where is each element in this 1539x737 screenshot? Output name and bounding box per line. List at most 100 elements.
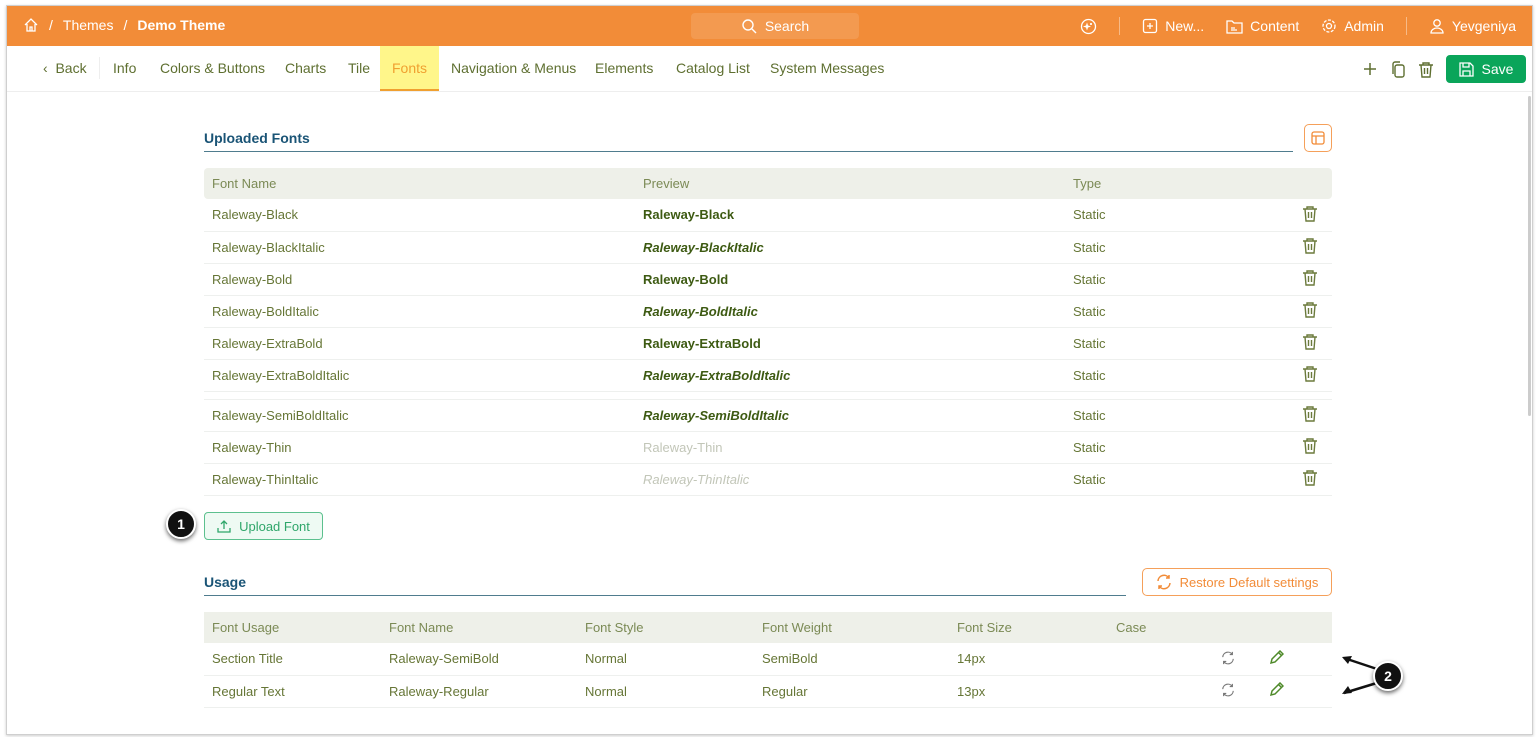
column-header: Type	[1065, 168, 1265, 199]
breadcrumb-themes[interactable]: Themes	[62, 17, 114, 33]
font-preview: Raleway-ExtraBoldItalic	[635, 359, 1065, 392]
font-preview: Raleway-Black	[635, 199, 1065, 232]
delete-font-icon[interactable]	[1302, 406, 1318, 425]
tab-charts[interactable]: Charts	[285, 60, 327, 76]
admin-menu[interactable]: Admin	[1321, 18, 1384, 34]
delete-font-icon[interactable]	[1302, 438, 1318, 457]
font-type: Static	[1065, 431, 1265, 464]
column-header: Font Name	[381, 612, 577, 643]
font-usage: Section Title	[204, 643, 381, 676]
font-name: Raleway-ThinItalic	[204, 463, 635, 496]
user-menu[interactable]: Yevgeniya	[1429, 18, 1516, 34]
tab-catalog-list[interactable]: Catalog List	[676, 60, 750, 76]
theme-tabs: ‹ Back Info Colors & Buttons Charts Tile…	[7, 46, 1532, 92]
font-name: Raleway-ExtraBold	[204, 327, 635, 360]
plus-square-icon	[1143, 18, 1158, 34]
column-header: Case	[1108, 612, 1228, 643]
table-row: Raleway-ThinItalic Raleway-ThinItalic St…	[204, 463, 1332, 496]
scrollbar[interactable]	[1528, 96, 1531, 416]
font-usage: Regular Text	[204, 675, 381, 708]
back-button[interactable]: ‹ Back	[31, 57, 100, 79]
delete-font-icon[interactable]	[1302, 366, 1318, 385]
plus-icon[interactable]	[1363, 62, 1377, 76]
table-row: Raleway-BlackItalic Raleway-BlackItalic …	[204, 231, 1332, 264]
font-name: Raleway-BlackItalic	[204, 231, 635, 264]
edit-pencil-icon[interactable]	[1269, 649, 1285, 668]
layout-toggle-button[interactable]	[1304, 124, 1332, 152]
home-icon[interactable]	[23, 17, 39, 33]
font-type: Static	[1065, 231, 1265, 264]
font-weight: Regular	[754, 675, 949, 708]
tab-fonts[interactable]: Fonts	[380, 46, 440, 91]
tab-navigation-menus[interactable]: Navigation & Menus	[451, 60, 577, 76]
floppy-icon	[1458, 61, 1474, 77]
font-type: Static	[1065, 399, 1265, 432]
usage-table: Font Usage Font Name Font Style Font Wei…	[204, 612, 1332, 708]
reset-icon[interactable]	[1221, 683, 1235, 700]
table-row: Raleway-ExtraBoldItalic Raleway-ExtraBol…	[204, 359, 1332, 392]
font-type: Static	[1065, 263, 1265, 296]
divider	[204, 151, 1293, 152]
search-icon	[742, 19, 757, 34]
search-box[interactable]: Search	[691, 13, 859, 39]
font-name: Raleway-Bold	[204, 263, 635, 296]
table-row: Regular Text Raleway-Regular Normal Regu…	[204, 675, 1332, 708]
delete-font-icon[interactable]	[1302, 238, 1318, 257]
upload-font-button[interactable]: Upload Font	[204, 512, 323, 540]
font-size: 13px	[949, 675, 1108, 708]
new-menu[interactable]: New...	[1142, 18, 1204, 34]
tab-colors-buttons[interactable]: Colors & Buttons	[160, 60, 266, 76]
tab-info[interactable]: Info	[113, 60, 137, 76]
delete-font-icon[interactable]	[1302, 334, 1318, 353]
font-name: Raleway-Regular	[381, 675, 577, 708]
font-preview: Raleway-Bold	[635, 263, 1065, 296]
font-preview: Raleway-SemiBoldItalic	[635, 399, 1065, 432]
save-button[interactable]: Save	[1446, 55, 1526, 83]
delete-font-icon[interactable]	[1302, 206, 1318, 225]
delete-font-icon[interactable]	[1302, 470, 1318, 489]
edit-pencil-icon[interactable]	[1269, 681, 1285, 700]
font-preview: Raleway-Thin	[635, 431, 1065, 464]
folder-icon	[1226, 19, 1243, 34]
table-row: Raleway-ExtraBold Raleway-ExtraBold Stat…	[204, 327, 1332, 360]
column-header: Font Size	[949, 612, 1108, 643]
top-bar: / Themes / Demo Theme Search New... Cont…	[7, 6, 1532, 46]
tab-system-messages[interactable]: System Messages	[770, 60, 885, 76]
font-name: Raleway-BoldItalic	[204, 295, 635, 328]
usage-title: Usage	[204, 574, 247, 590]
font-preview: Raleway-BlackItalic	[635, 231, 1065, 264]
font-style: Normal	[577, 643, 754, 676]
font-name: Raleway-SemiBold	[381, 643, 577, 676]
font-type: Static	[1065, 463, 1265, 496]
reset-icon[interactable]	[1221, 651, 1235, 668]
font-name: Raleway-ExtraBoldItalic	[204, 359, 635, 392]
layout-icon	[1311, 131, 1325, 145]
delete-font-icon[interactable]	[1302, 302, 1318, 321]
table-row: Raleway-SemiBoldItalic Raleway-SemiBoldI…	[204, 399, 1332, 432]
font-name: Raleway-SemiBoldItalic	[204, 399, 635, 432]
font-name: Raleway-Black	[204, 199, 635, 232]
column-header: Font Usage	[204, 612, 381, 643]
font-style: Normal	[577, 675, 754, 708]
upload-icon	[217, 520, 231, 533]
tab-tile[interactable]: Tile	[348, 60, 371, 76]
column-header: Preview	[635, 168, 1065, 199]
ai-sparkle-icon[interactable]	[1080, 18, 1097, 35]
table-row: Raleway-BoldItalic Raleway-BoldItalic St…	[204, 295, 1332, 328]
font-size: 14px	[949, 643, 1108, 676]
callout-1: 1	[166, 509, 196, 539]
table-row: Section Title Raleway-SemiBold Normal Se…	[204, 643, 1332, 676]
trash-icon[interactable]	[1418, 61, 1434, 78]
content-menu[interactable]: Content	[1226, 18, 1299, 34]
column-header: Font Weight	[754, 612, 949, 643]
copy-icon[interactable]	[1389, 60, 1406, 78]
restore-default-button[interactable]: Restore Default settings	[1142, 568, 1332, 596]
font-type: Static	[1065, 359, 1265, 392]
table-row: Raleway-Bold Raleway-Bold Static	[204, 263, 1332, 296]
font-type: Static	[1065, 327, 1265, 360]
font-type: Static	[1065, 295, 1265, 328]
uploaded-fonts-title: Uploaded Fonts	[204, 130, 310, 146]
divider	[204, 595, 1126, 596]
delete-font-icon[interactable]	[1302, 270, 1318, 289]
tab-elements[interactable]: Elements	[595, 60, 654, 76]
